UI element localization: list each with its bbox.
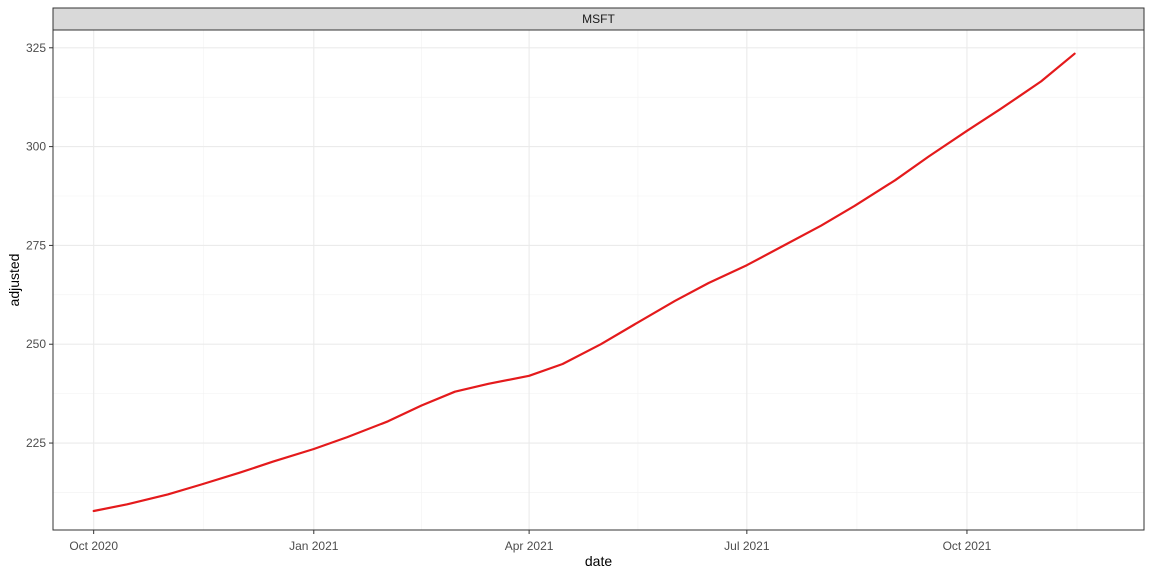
series-layer <box>92 52 1076 513</box>
y-axis: 225 250 275 300 325 <box>26 41 53 450</box>
y-axis-title: adjusted <box>6 254 22 307</box>
y-tick-label: 325 <box>26 41 46 55</box>
y-tick-label: 275 <box>26 238 46 252</box>
x-tick-label: Apr 2021 <box>505 539 554 553</box>
x-tick-label: Jan 2021 <box>289 539 339 553</box>
x-tick-label: Jul 2021 <box>724 539 770 553</box>
x-tick-label: Oct 2021 <box>943 539 992 553</box>
y-tick-label: 225 <box>26 436 46 450</box>
x-axis: Oct 2020 Jan 2021 Apr 2021 Jul 2021 Oct 2021 <box>69 530 992 553</box>
y-tick-label: 300 <box>26 140 46 154</box>
x-axis-title: date <box>585 553 612 569</box>
facet-label: MSFT <box>582 12 615 26</box>
panel-border <box>52 29 1145 531</box>
series-line <box>92 52 1076 513</box>
major-gridlines <box>53 30 1144 530</box>
y-tick-label: 250 <box>26 337 46 351</box>
minor-gridlines <box>53 30 1144 530</box>
x-tick-label: Oct 2020 <box>69 539 118 553</box>
